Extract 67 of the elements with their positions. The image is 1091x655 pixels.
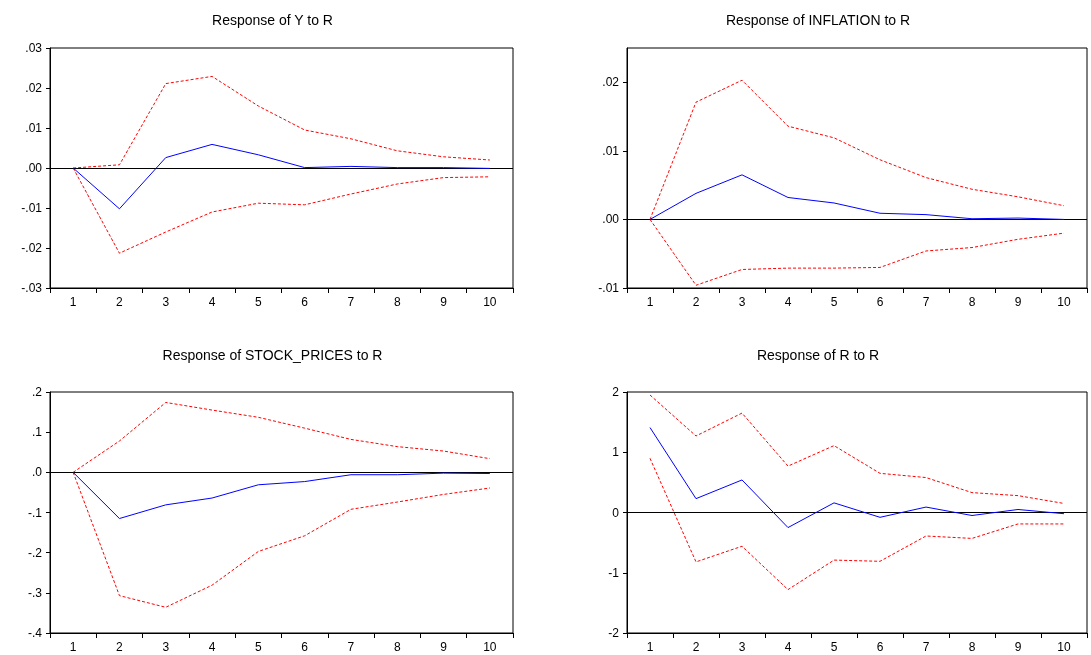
x-tick-label: 2 bbox=[692, 295, 700, 309]
x-tick-label: 10 bbox=[1057, 640, 1071, 654]
y-tick-label: -1 bbox=[608, 565, 620, 580]
x-tick-label: 1 bbox=[646, 295, 654, 309]
x-tick-label: 9 bbox=[440, 640, 448, 654]
x-tick-label: 4 bbox=[784, 640, 792, 654]
x-tick-label: 2 bbox=[116, 295, 124, 309]
y-tick-label: .01 bbox=[602, 143, 620, 158]
x-tick-label: 1 bbox=[646, 640, 654, 654]
x-tick-label: 6 bbox=[301, 640, 309, 654]
y-tick-label: -.02 bbox=[21, 241, 43, 255]
y-tick-label: -.03 bbox=[21, 281, 43, 295]
x-tick-label: 10 bbox=[1057, 295, 1071, 309]
y-tick-label: 2 bbox=[612, 385, 620, 399]
x-tick-label: 7 bbox=[347, 295, 355, 309]
x-tick-label: 5 bbox=[830, 640, 838, 654]
x-tick-label: 2 bbox=[116, 640, 124, 654]
x-tick-label: 7 bbox=[922, 640, 930, 654]
y-tick-label: -.1 bbox=[27, 505, 43, 520]
y-tick-label: .00 bbox=[25, 161, 43, 175]
x-tick-label: 4 bbox=[208, 295, 216, 309]
x-tick-label: 5 bbox=[830, 295, 838, 309]
x-tick-label: 10 bbox=[483, 295, 497, 309]
y-tick-label: .0 bbox=[31, 465, 43, 480]
x-tick-label: 6 bbox=[876, 640, 884, 654]
y-tick-label: -.2 bbox=[27, 545, 43, 560]
chart-title: Response of STOCK_PRICES to R bbox=[162, 347, 383, 363]
x-tick-label: 6 bbox=[301, 295, 309, 309]
chart-title: Response of Y to R bbox=[212, 12, 333, 28]
x-tick-label: 9 bbox=[1014, 640, 1022, 654]
x-tick-label: 3 bbox=[162, 640, 170, 654]
y-tick-label: .2 bbox=[31, 385, 43, 399]
y-tick-label: -.01 bbox=[21, 201, 43, 215]
y-tick-label: -.01 bbox=[598, 281, 620, 295]
x-tick-label: 7 bbox=[347, 640, 355, 654]
x-tick-label: 3 bbox=[162, 295, 170, 309]
x-tick-label: 8 bbox=[393, 640, 401, 654]
chart-title: Response of INFLATION to R bbox=[725, 12, 911, 28]
y-tick-label: -.4 bbox=[27, 626, 43, 640]
y-tick-label: .00 bbox=[602, 212, 620, 227]
y-tick-label: .02 bbox=[602, 75, 620, 90]
x-tick-label: 1 bbox=[69, 295, 77, 309]
y-tick-label: -2 bbox=[608, 626, 620, 640]
x-tick-label: 6 bbox=[876, 295, 884, 309]
x-tick-label: 2 bbox=[692, 640, 700, 654]
x-tick-label: 3 bbox=[738, 640, 746, 654]
x-tick-label: 10 bbox=[483, 640, 497, 654]
y-tick-label: .02 bbox=[25, 81, 43, 95]
y-tick-label: 0 bbox=[612, 505, 620, 520]
x-tick-label: 9 bbox=[1014, 295, 1022, 309]
x-tick-label: 7 bbox=[922, 295, 930, 309]
y-tick-label: 1 bbox=[612, 445, 620, 460]
x-tick-label: 4 bbox=[208, 640, 216, 654]
x-tick-label: 8 bbox=[393, 295, 401, 309]
chart-title: Response of R to R bbox=[756, 347, 880, 363]
x-tick-label: 5 bbox=[255, 295, 263, 309]
x-tick-label: 8 bbox=[968, 640, 976, 654]
y-tick-label: -.3 bbox=[27, 585, 43, 600]
y-tick-label: .03 bbox=[25, 41, 43, 55]
y-tick-label: .1 bbox=[31, 425, 43, 440]
y-tick-label: .01 bbox=[25, 121, 43, 135]
x-tick-label: 5 bbox=[255, 640, 263, 654]
x-tick-label: 3 bbox=[738, 295, 746, 309]
x-tick-label: 8 bbox=[968, 295, 976, 309]
x-tick-label: 9 bbox=[440, 295, 448, 309]
x-tick-label: 4 bbox=[784, 295, 792, 309]
x-tick-label: 1 bbox=[69, 640, 77, 654]
